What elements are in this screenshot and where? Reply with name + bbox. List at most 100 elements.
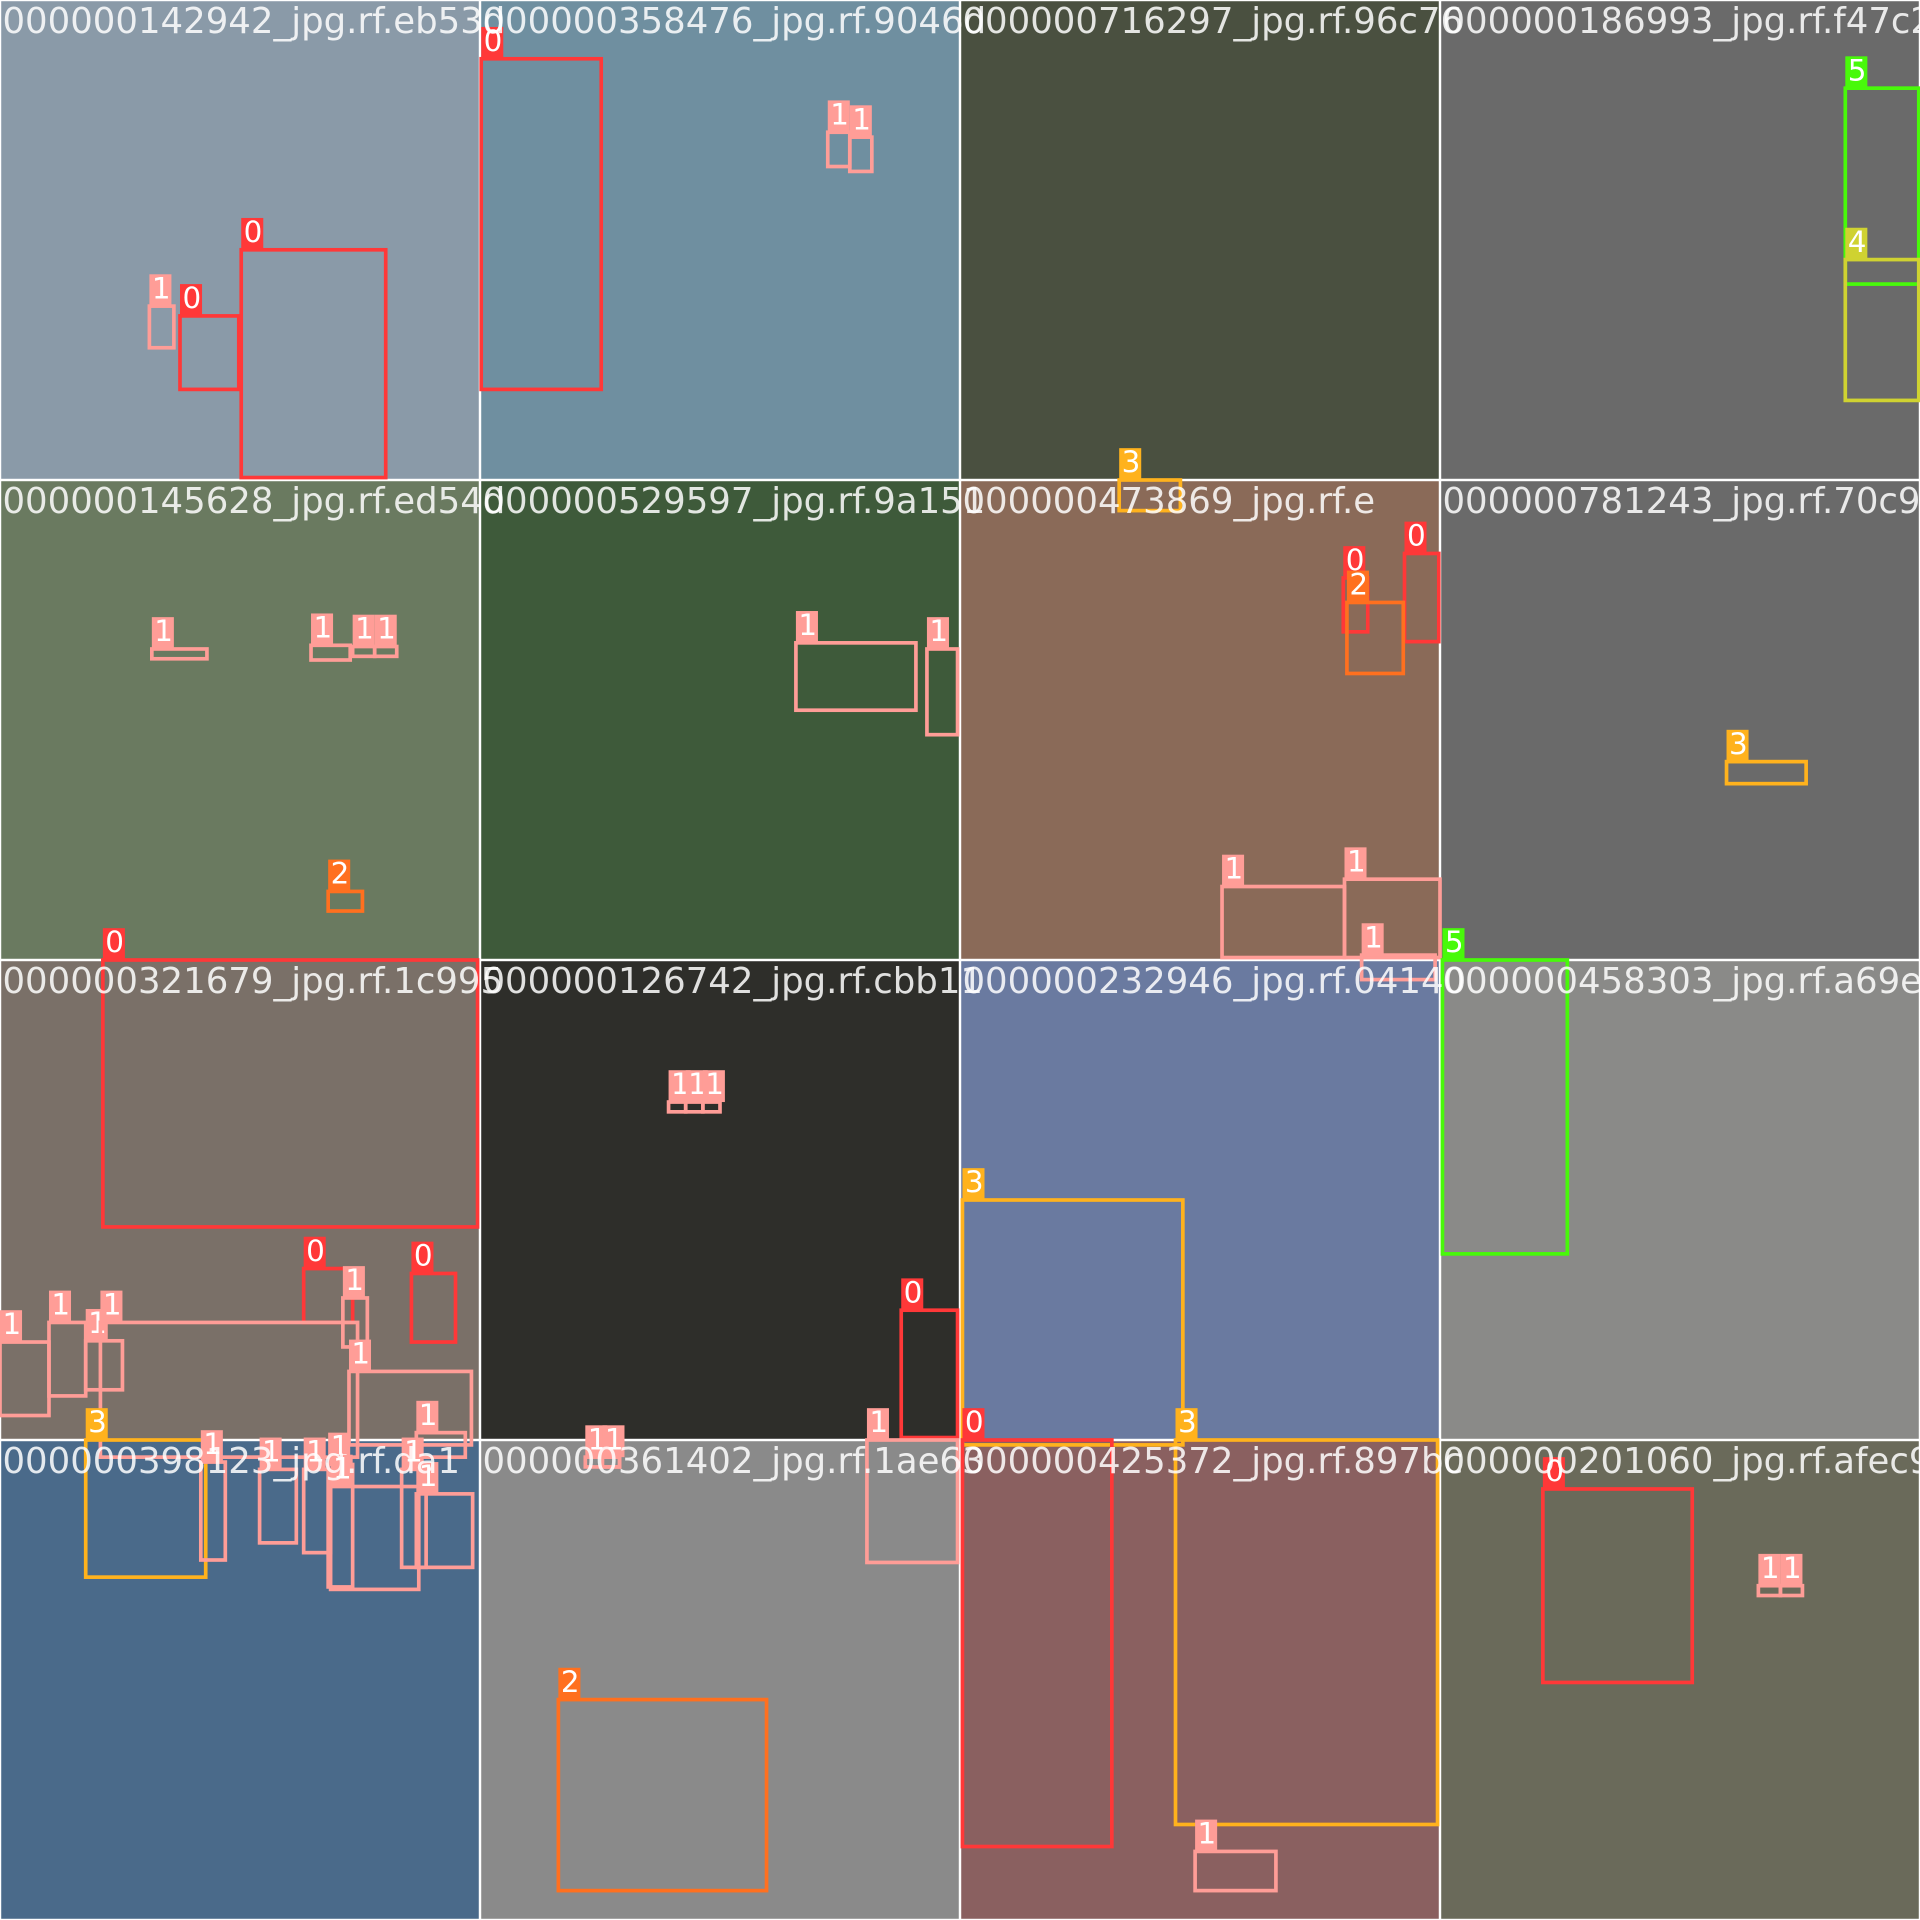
- class-label-bg: [100, 1290, 123, 1323]
- bounding-box: [960, 1198, 1185, 1447]
- class-label-bg: [1346, 570, 1369, 603]
- detection: 1: [701, 1067, 725, 1114]
- bounding-box: [1193, 1849, 1278, 1893]
- class-label: 1: [2, 1307, 21, 1341]
- detection: 1: [825, 97, 852, 169]
- class-label-bg: [1845, 56, 1868, 89]
- detection: 1: [150, 614, 209, 661]
- filename: 000000361402_jpg.rf.1ae63: [482, 1441, 984, 1482]
- detection: 1: [309, 611, 353, 662]
- detection: 0: [1402, 519, 1441, 644]
- class-label-bg: [303, 1437, 326, 1470]
- filename: 000000425372_jpg.rf.897bc: [962, 1441, 1463, 1482]
- detection: 1: [328, 1452, 421, 1592]
- class-label: 3: [965, 1165, 984, 1199]
- bounding-box: [1173, 1438, 1440, 1827]
- class-label: 1: [203, 1427, 222, 1461]
- class-label: 0: [904, 1275, 923, 1309]
- filename: 000000473869_jpg.rf.e: [962, 481, 1375, 522]
- class-label: 1: [929, 614, 948, 648]
- class-label: 1: [333, 1452, 352, 1486]
- detection: 0: [178, 281, 241, 392]
- tile-image: [1, 961, 479, 1439]
- class-label: 1: [705, 1067, 724, 1101]
- filename: 000000781243_jpg.rf.70c9d: [1442, 481, 1920, 522]
- detection: 1: [0, 1307, 51, 1418]
- class-label: 3: [1122, 445, 1141, 479]
- class-label-bg: [685, 1070, 708, 1103]
- class-label: 0: [1346, 543, 1365, 577]
- detection: 1: [1359, 920, 1437, 982]
- class-label-bg: [827, 100, 850, 133]
- class-label: 1: [1761, 1551, 1780, 1585]
- class-label: 1: [345, 1263, 364, 1297]
- detection: 3: [1117, 445, 1183, 513]
- detection: 1: [865, 1405, 960, 1565]
- detection: 1: [1778, 1551, 1805, 1598]
- class-label: 1: [355, 612, 374, 646]
- class-label: 1: [313, 611, 332, 645]
- class-label-bg: [702, 1070, 725, 1103]
- class-label: 1: [306, 1435, 325, 1469]
- bounding-box: [865, 1438, 960, 1565]
- class-label-bg: [401, 1437, 424, 1470]
- class-label-bg: [259, 1437, 282, 1470]
- class-label: 2: [331, 857, 350, 891]
- class-label-bg: [849, 105, 872, 138]
- tile-image: [1, 1441, 479, 1919]
- bounding-box: [794, 641, 918, 713]
- detection: 1: [847, 102, 874, 174]
- class-label-bg: [200, 1430, 223, 1463]
- detection: 2: [326, 857, 365, 913]
- class-label-bg: [149, 274, 172, 307]
- detection: 4: [1843, 225, 1920, 403]
- bounding-box: [328, 1484, 421, 1592]
- class-label: 1: [605, 1422, 624, 1456]
- class-label-bg: [1119, 448, 1142, 480]
- bounding-box: [414, 1492, 475, 1570]
- class-label-bg: [1780, 1553, 1803, 1586]
- filename: 000000458303_jpg.rf.a69e77050: [1442, 961, 1920, 1002]
- class-label-bg: [303, 1236, 326, 1269]
- class-label: 1: [51, 1288, 70, 1322]
- class-label: 1: [1224, 852, 1243, 886]
- class-label-bg: [1845, 227, 1868, 260]
- class-label: 1: [103, 1288, 122, 1322]
- class-label: 0: [244, 215, 263, 249]
- tile-image: [1441, 481, 1919, 959]
- bounding-box: [556, 1697, 769, 1893]
- class-label-bg: [1442, 928, 1465, 960]
- filename: 000000126742_jpg.rf.cbb11: [482, 961, 983, 1002]
- detection: 1: [600, 1422, 625, 1469]
- filename: 000000142942_jpg.rf.eb53d: [2, 1, 505, 42]
- class-label: 5: [1445, 925, 1464, 959]
- bounding-box: [83, 1438, 208, 1579]
- detection: 0: [479, 24, 604, 392]
- bounding-box: [1541, 1487, 1695, 1685]
- filename: 000000186993_jpg.rf.f47c2f: [1442, 1, 1920, 42]
- tile-image: [481, 481, 959, 959]
- bounding-box: [1117, 478, 1183, 513]
- class-label: 2: [561, 1665, 580, 1699]
- class-label: 0: [484, 24, 503, 58]
- class-label-bg: [348, 1339, 372, 1372]
- class-label-bg: [1542, 1457, 1565, 1489]
- bounding-box: [101, 958, 480, 1229]
- class-label-bg: [0, 1310, 23, 1343]
- class-label-bg: [585, 1425, 608, 1458]
- class-label-bg: [48, 1290, 72, 1323]
- detection: 3: [960, 1165, 1185, 1447]
- class-label: 1: [852, 102, 871, 136]
- class-label-bg: [558, 1667, 581, 1700]
- class-label-bg: [1222, 854, 1245, 887]
- filename: 000000145628_jpg.rf.ed54d: [2, 481, 505, 522]
- detection: 1: [666, 1067, 691, 1114]
- class-label: 1: [152, 271, 171, 305]
- detection: 0: [409, 1239, 458, 1344]
- bounding-box: [239, 247, 388, 480]
- bounding-box: [1724, 759, 1808, 786]
- class-label: 1: [688, 1067, 707, 1101]
- detection: 2: [556, 1665, 769, 1893]
- detection: 5: [1843, 53, 1920, 286]
- detection: 1: [1193, 1817, 1278, 1893]
